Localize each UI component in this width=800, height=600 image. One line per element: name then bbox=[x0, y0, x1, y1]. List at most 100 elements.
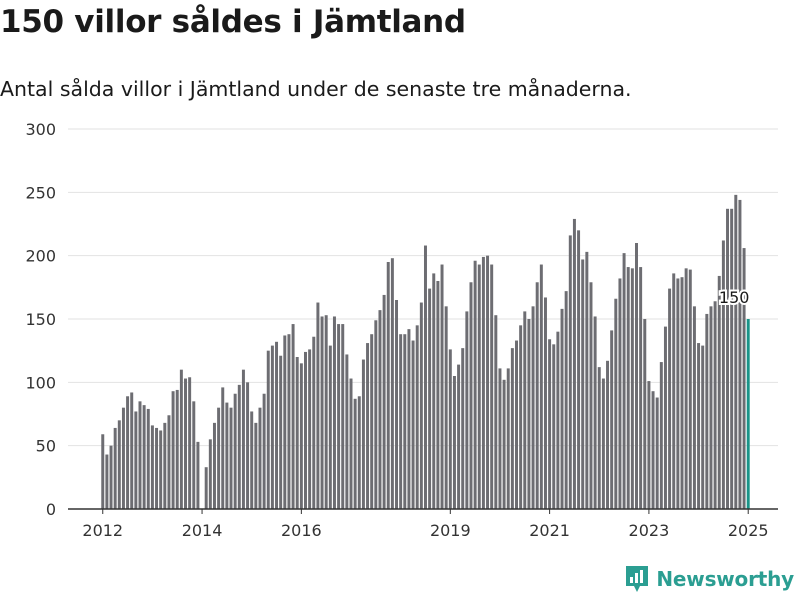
bar bbox=[291, 324, 295, 509]
bar bbox=[552, 344, 556, 509]
bar bbox=[684, 268, 688, 509]
bar bbox=[506, 368, 510, 509]
bar bbox=[184, 378, 187, 509]
bar-chart: 0 50 100 150 200 250 300 2012 2014 2016 2019 2021 2… bbox=[25, 120, 778, 540]
bar bbox=[295, 357, 299, 509]
bar bbox=[647, 381, 651, 509]
bar bbox=[548, 339, 552, 509]
bar bbox=[121, 407, 125, 509]
y-tick-label: 200 bbox=[25, 247, 56, 266]
bar bbox=[651, 391, 655, 509]
bar bbox=[713, 301, 717, 509]
bar bbox=[382, 294, 386, 509]
bar bbox=[221, 387, 225, 509]
bar bbox=[709, 306, 713, 509]
bar bbox=[668, 288, 672, 509]
bar bbox=[556, 331, 560, 509]
bar bbox=[519, 325, 523, 509]
y-tick-label: 150 bbox=[25, 310, 56, 329]
bar bbox=[465, 311, 469, 509]
bar bbox=[171, 391, 175, 509]
bar bbox=[717, 275, 721, 509]
bar bbox=[490, 264, 494, 509]
bar bbox=[659, 362, 663, 509]
bar bbox=[672, 273, 676, 509]
bar bbox=[341, 324, 345, 509]
bar bbox=[299, 363, 303, 509]
x-tick-label: 2012 bbox=[82, 521, 123, 540]
brand-logo: Newsworthy bbox=[624, 564, 794, 594]
bar bbox=[179, 369, 183, 509]
bar bbox=[577, 230, 581, 510]
bar bbox=[539, 264, 543, 509]
bar bbox=[701, 345, 705, 509]
bar bbox=[697, 343, 701, 509]
x-tick-label: 2016 bbox=[281, 521, 322, 540]
bar bbox=[155, 427, 159, 509]
x-tick-label: 2014 bbox=[182, 521, 223, 540]
bar bbox=[639, 267, 643, 509]
bar bbox=[643, 319, 647, 509]
bar bbox=[473, 260, 477, 509]
bar bbox=[225, 402, 229, 509]
bar bbox=[266, 350, 270, 509]
bar bbox=[328, 345, 332, 509]
bar bbox=[320, 316, 324, 509]
bar bbox=[395, 300, 399, 509]
bar bbox=[568, 235, 572, 509]
bar bbox=[270, 345, 274, 509]
bar bbox=[564, 291, 568, 509]
bar bbox=[250, 411, 254, 509]
bar bbox=[597, 367, 601, 509]
bar bbox=[349, 378, 353, 509]
bar bbox=[361, 359, 365, 509]
bar bbox=[217, 407, 221, 509]
bar bbox=[138, 401, 142, 509]
bar bbox=[403, 334, 407, 509]
bar bbox=[477, 264, 481, 509]
bar bbox=[622, 253, 626, 509]
bar bbox=[469, 282, 473, 509]
bar bbox=[428, 288, 432, 509]
bar bbox=[606, 360, 610, 509]
brand-name: Newsworthy bbox=[656, 567, 794, 591]
bar bbox=[208, 439, 212, 509]
bar bbox=[233, 393, 237, 509]
bar bbox=[663, 326, 667, 509]
bar bbox=[146, 408, 150, 509]
bar bbox=[510, 348, 514, 509]
bar bbox=[502, 379, 506, 509]
y-tick-label: 250 bbox=[25, 183, 56, 202]
bar bbox=[237, 384, 241, 509]
bar bbox=[527, 319, 531, 509]
bar bbox=[390, 258, 394, 509]
highlight-value-label: 150 bbox=[719, 288, 750, 307]
bar-latest bbox=[746, 319, 750, 509]
bar bbox=[105, 454, 109, 509]
bar bbox=[275, 341, 279, 509]
bar bbox=[304, 351, 307, 509]
bar bbox=[531, 306, 535, 509]
bar bbox=[486, 255, 490, 509]
bar bbox=[423, 245, 427, 510]
bar bbox=[581, 259, 585, 509]
bar bbox=[163, 422, 167, 509]
bar bbox=[386, 262, 390, 509]
bar bbox=[415, 325, 419, 509]
bar bbox=[498, 368, 502, 509]
bar bbox=[432, 273, 436, 509]
bar bbox=[312, 336, 316, 509]
bar bbox=[610, 330, 614, 509]
x-tick-label: 2021 bbox=[529, 521, 570, 540]
bar bbox=[188, 377, 192, 509]
bar bbox=[535, 282, 539, 509]
bar bbox=[618, 278, 622, 509]
bar bbox=[448, 349, 452, 509]
bar bbox=[452, 376, 456, 509]
bar bbox=[117, 420, 121, 509]
bar bbox=[109, 445, 113, 509]
bar bbox=[332, 316, 336, 509]
bar bbox=[560, 308, 564, 509]
bar bbox=[134, 411, 138, 509]
bar bbox=[324, 315, 328, 509]
